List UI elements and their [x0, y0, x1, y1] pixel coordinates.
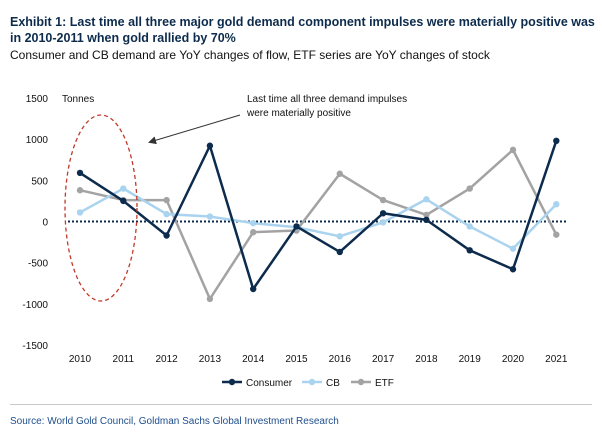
data-point-etf [509, 146, 517, 154]
x-tick-label: 2015 [285, 354, 308, 365]
legend-label-consumer: Consumer [246, 378, 293, 389]
annotation-text-line-2: were materially positive [246, 108, 351, 119]
legend-label-cb: CB [326, 378, 340, 389]
x-tick-label: 2014 [242, 354, 265, 365]
x-tick-label: 2012 [155, 354, 178, 365]
y-tick-label: -1000 [22, 300, 48, 311]
y-tick-label: 500 [31, 176, 48, 187]
data-point-consumer [76, 169, 84, 177]
data-point-consumer [379, 210, 387, 217]
series-line-consumer [79, 140, 558, 291]
data-point-consumer [336, 248, 343, 256]
data-point-cb [250, 219, 257, 227]
annotation-arrow [148, 114, 241, 145]
series-line-etf [79, 148, 558, 301]
data-point-consumer [553, 137, 560, 145]
x-tick-label: 2011 [113, 354, 135, 365]
highlight-ellipse [64, 114, 138, 302]
series-line-cb [79, 187, 558, 250]
data-point-etf [76, 187, 84, 194]
chart-subtitle: Consumer and CB demand are YoY changes o… [10, 48, 490, 62]
data-point-etf [250, 229, 257, 236]
x-tick-label: 2010 [69, 354, 92, 365]
legend-label-etf: ETF [375, 378, 394, 389]
data-point-cb [466, 223, 473, 230]
data-point-consumer [423, 216, 430, 224]
data-point-cb [423, 196, 430, 203]
data-point-cb [379, 219, 387, 226]
data-point-cb [553, 201, 560, 208]
x-tick-label: 2018 [415, 354, 438, 365]
data-point-cb [76, 209, 84, 216]
data-point-consumer [163, 232, 170, 239]
chart-title: Exhibit 1: Last time all three major gol… [10, 15, 595, 45]
data-point-consumer [293, 223, 300, 230]
data-point-etf [466, 185, 473, 192]
y-tick-label: -500 [28, 259, 48, 270]
divider [10, 404, 592, 405]
y-tick-label: 0 [42, 218, 48, 229]
source-note: Source: World Gold Council, Goldman Sach… [10, 416, 339, 427]
data-point-cb [336, 233, 343, 240]
data-point-consumer [206, 142, 214, 149]
legend-marker-consumer [228, 378, 236, 386]
y-axis-label: Tonnes [62, 94, 94, 105]
legend-marker-cb [308, 378, 316, 386]
data-point-consumer [250, 285, 257, 293]
x-tick-label: 2019 [459, 354, 482, 365]
data-point-consumer [509, 266, 517, 273]
x-tick-label: 2013 [199, 354, 222, 365]
data-point-etf [423, 211, 430, 219]
legend-marker-etf [357, 378, 365, 386]
data-point-cb [120, 185, 127, 192]
data-point-etf [553, 231, 560, 238]
y-tick-label: 1000 [26, 135, 49, 146]
data-point-cb [509, 245, 517, 252]
x-tick-label: 2017 [372, 354, 395, 365]
y-tick-label: -1500 [22, 341, 48, 352]
y-tick-label: 1500 [26, 94, 49, 105]
annotation-text-line-1: Last time all three demand impulses [247, 94, 407, 105]
data-point-etf [336, 170, 343, 177]
x-tick-label: 2016 [329, 354, 352, 365]
x-tick-label: 2020 [502, 354, 525, 365]
x-tick-label: 2021 [545, 354, 568, 365]
data-point-etf [206, 295, 214, 303]
data-point-consumer [466, 247, 473, 254]
data-point-etf [379, 196, 387, 204]
data-point-etf [163, 196, 170, 204]
data-point-cb [206, 213, 214, 220]
data-point-consumer [120, 197, 127, 205]
data-point-cb [163, 210, 170, 218]
